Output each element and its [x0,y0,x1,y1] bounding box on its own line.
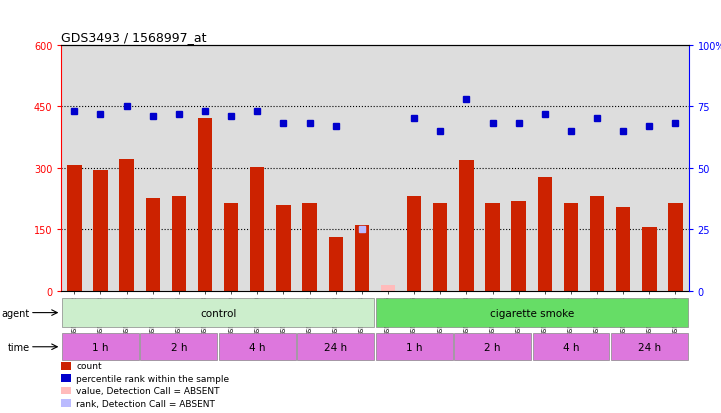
Text: percentile rank within the sample: percentile rank within the sample [76,374,229,383]
Bar [511,202,526,291]
Bar [616,207,630,291]
Bar [433,203,448,291]
Text: 1 h: 1 h [406,342,423,352]
Bar [538,177,552,291]
Bar [590,197,604,291]
Text: 24 h: 24 h [324,342,348,352]
Bar [62,299,374,327]
Bar [297,334,374,360]
Text: count: count [76,361,102,370]
Bar [276,205,291,291]
Text: 24 h: 24 h [638,342,661,352]
Bar [62,334,139,360]
Text: 1 h: 1 h [92,342,109,352]
Text: rank, Detection Call = ABSENT: rank, Detection Call = ABSENT [76,399,216,408]
Bar [459,161,474,291]
Text: control: control [200,308,236,318]
Bar [642,228,657,291]
Text: 2 h: 2 h [171,342,187,352]
Text: value, Detection Call = ABSENT: value, Detection Call = ABSENT [76,386,220,395]
Bar [120,159,134,291]
Bar [668,203,683,291]
Bar [146,199,160,291]
Bar [141,334,217,360]
Bar [302,203,317,291]
Bar [376,299,688,327]
Bar [172,196,186,291]
Bar [355,225,369,291]
Bar [407,197,421,291]
Bar [198,119,212,291]
Bar [454,334,531,360]
Bar [564,203,578,291]
Bar [376,334,453,360]
Bar [219,334,296,360]
Bar [485,203,500,291]
Text: agent: agent [1,308,30,318]
Bar [250,168,265,291]
Text: 4 h: 4 h [249,342,265,352]
Bar [329,238,343,291]
Text: GDS3493 / 1568997_at: GDS3493 / 1568997_at [61,31,207,44]
Text: cigarette smoke: cigarette smoke [490,308,574,318]
Bar [611,334,688,360]
Bar [533,334,609,360]
Text: 4 h: 4 h [562,342,579,352]
Text: 2 h: 2 h [485,342,501,352]
Text: time: time [8,342,30,352]
Bar [381,285,395,291]
Bar [93,171,107,291]
Bar [224,203,239,291]
Bar [67,166,81,291]
